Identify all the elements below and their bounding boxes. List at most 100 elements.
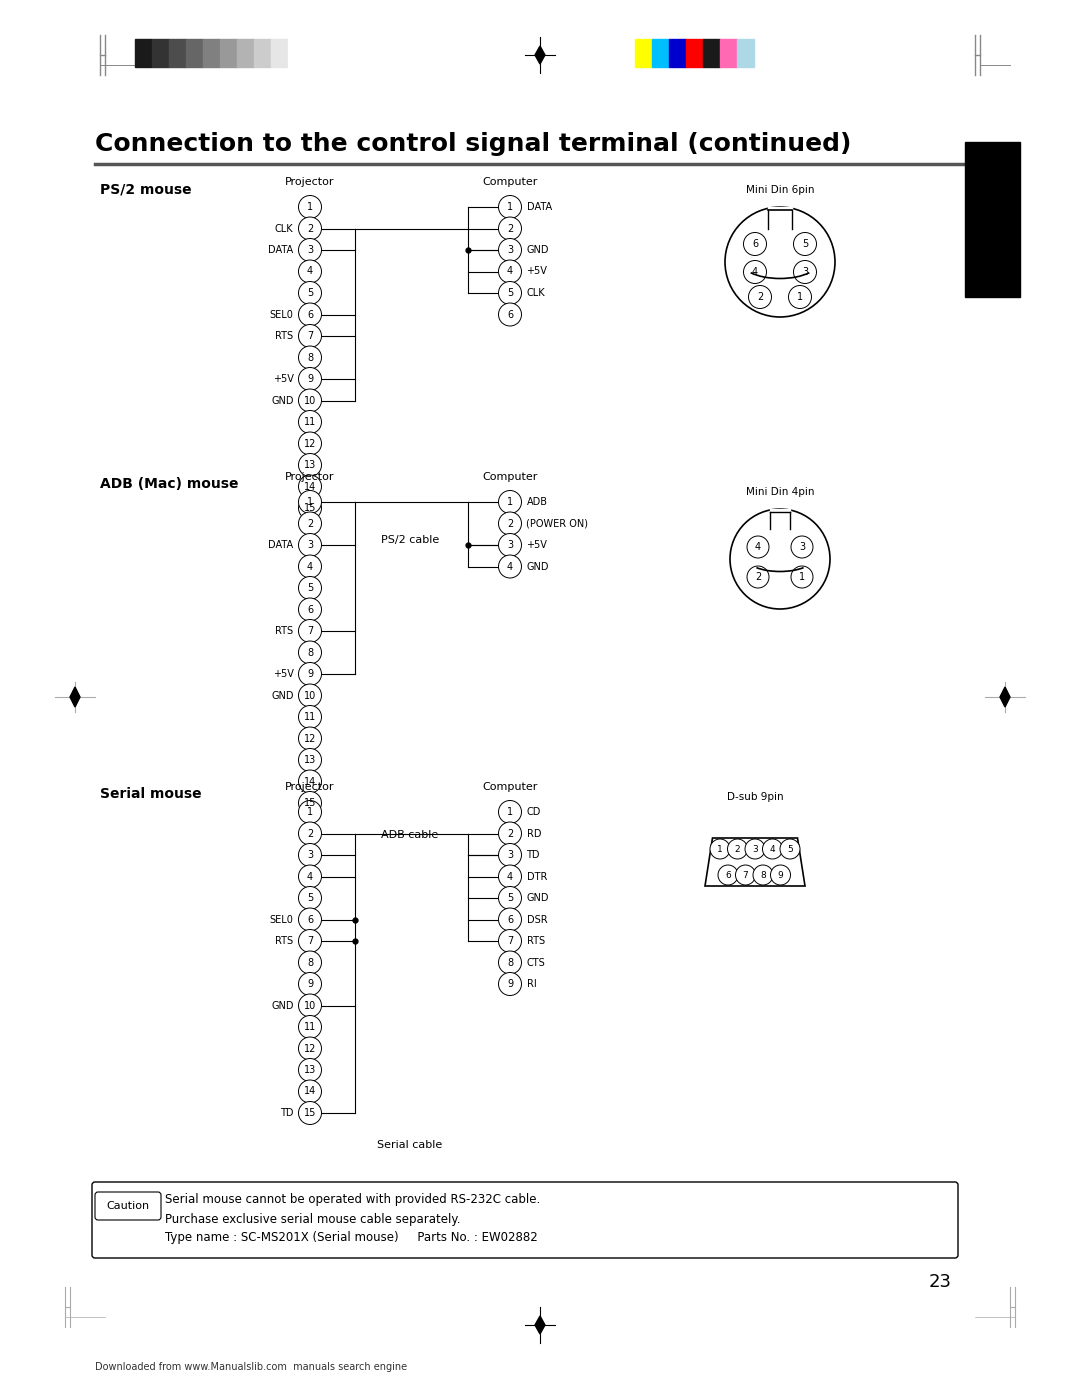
Circle shape bbox=[298, 1101, 322, 1125]
Circle shape bbox=[499, 303, 522, 326]
Text: 8: 8 bbox=[760, 870, 766, 880]
Text: CLK: CLK bbox=[275, 224, 294, 233]
Bar bbox=[703, 39, 720, 67]
Circle shape bbox=[298, 929, 322, 953]
Text: 5: 5 bbox=[507, 288, 513, 298]
Circle shape bbox=[499, 511, 522, 535]
Text: SEL0: SEL0 bbox=[270, 915, 294, 925]
Text: 3: 3 bbox=[507, 849, 513, 861]
Text: DATA: DATA bbox=[268, 244, 294, 256]
Text: Type name : SC-MS201X (Serial mouse)     Parts No. : EW02882: Type name : SC-MS201X (Serial mouse) Par… bbox=[165, 1231, 538, 1243]
Text: GND: GND bbox=[271, 395, 294, 405]
Circle shape bbox=[298, 792, 322, 814]
Circle shape bbox=[710, 840, 730, 859]
Circle shape bbox=[499, 555, 522, 578]
Circle shape bbox=[770, 865, 791, 886]
Text: 11: 11 bbox=[303, 712, 316, 722]
Text: Serial mouse cannot be operated with provided RS-232C cable.: Serial mouse cannot be operated with pro… bbox=[165, 1193, 540, 1207]
FancyBboxPatch shape bbox=[92, 1182, 958, 1259]
Bar bbox=[768, 207, 792, 229]
Text: 3: 3 bbox=[307, 244, 313, 256]
Text: 10: 10 bbox=[303, 690, 316, 700]
Bar bbox=[770, 509, 789, 529]
Text: CTS: CTS bbox=[527, 957, 545, 968]
Circle shape bbox=[728, 840, 747, 859]
Circle shape bbox=[499, 865, 522, 888]
Text: CD: CD bbox=[527, 807, 541, 817]
Text: ADB: ADB bbox=[527, 497, 548, 507]
Circle shape bbox=[298, 685, 322, 707]
Circle shape bbox=[745, 840, 765, 859]
Circle shape bbox=[298, 490, 322, 514]
Text: Projector: Projector bbox=[285, 177, 335, 187]
Circle shape bbox=[298, 1080, 322, 1104]
Text: 5: 5 bbox=[507, 893, 513, 902]
Circle shape bbox=[298, 995, 322, 1017]
Circle shape bbox=[788, 285, 811, 309]
Bar bbox=[669, 39, 686, 67]
Circle shape bbox=[743, 232, 767, 256]
Text: 14: 14 bbox=[303, 482, 316, 492]
Text: RTS: RTS bbox=[527, 936, 544, 946]
Text: DATA: DATA bbox=[527, 203, 552, 212]
Text: 3: 3 bbox=[507, 244, 513, 256]
Circle shape bbox=[298, 577, 322, 599]
Text: GND: GND bbox=[527, 893, 549, 902]
Text: 5: 5 bbox=[307, 583, 313, 592]
Text: DTR: DTR bbox=[527, 872, 546, 882]
Text: RI: RI bbox=[527, 979, 537, 989]
Text: DATA: DATA bbox=[268, 541, 294, 550]
Circle shape bbox=[499, 800, 522, 823]
Text: 4: 4 bbox=[752, 267, 758, 277]
Circle shape bbox=[298, 619, 322, 643]
Circle shape bbox=[762, 840, 783, 859]
Text: ADB (Mac) mouse: ADB (Mac) mouse bbox=[100, 476, 239, 490]
Text: +5V: +5V bbox=[272, 669, 294, 679]
Circle shape bbox=[298, 770, 322, 793]
Text: 4: 4 bbox=[307, 267, 313, 277]
Text: Purchase exclusive serial mouse cable separately.: Purchase exclusive serial mouse cable se… bbox=[165, 1213, 460, 1225]
Bar bbox=[770, 232, 789, 277]
Text: PS/2 cable: PS/2 cable bbox=[381, 535, 440, 545]
Bar bbox=[186, 39, 203, 67]
Text: 4: 4 bbox=[507, 872, 513, 882]
Text: 2: 2 bbox=[755, 571, 761, 583]
Text: Computer: Computer bbox=[483, 177, 538, 187]
Circle shape bbox=[499, 260, 522, 284]
Text: 2: 2 bbox=[757, 292, 764, 302]
Circle shape bbox=[298, 1037, 322, 1060]
Circle shape bbox=[753, 865, 773, 886]
Text: Projector: Projector bbox=[285, 472, 335, 482]
Text: 8: 8 bbox=[307, 647, 313, 658]
Text: 1: 1 bbox=[507, 497, 513, 507]
Text: Caution: Caution bbox=[107, 1201, 149, 1211]
Text: 2: 2 bbox=[307, 518, 313, 528]
Bar bbox=[220, 39, 237, 67]
Text: 11: 11 bbox=[303, 1023, 316, 1032]
Circle shape bbox=[298, 346, 322, 369]
Text: 2: 2 bbox=[507, 828, 513, 838]
Circle shape bbox=[298, 1059, 322, 1081]
Text: 2: 2 bbox=[507, 518, 513, 528]
Text: 1: 1 bbox=[507, 203, 513, 212]
Circle shape bbox=[298, 367, 322, 391]
Text: 23: 23 bbox=[929, 1273, 951, 1291]
Circle shape bbox=[298, 324, 322, 348]
Text: RTS: RTS bbox=[275, 626, 294, 636]
Text: 13: 13 bbox=[303, 1065, 316, 1076]
Circle shape bbox=[298, 705, 322, 728]
Text: 2: 2 bbox=[734, 845, 740, 854]
Circle shape bbox=[791, 566, 813, 588]
Bar bbox=[254, 39, 271, 67]
Bar bbox=[288, 39, 305, 67]
Text: 4: 4 bbox=[307, 562, 313, 571]
Text: 1: 1 bbox=[307, 807, 313, 817]
Circle shape bbox=[499, 534, 522, 556]
Text: 4: 4 bbox=[755, 542, 761, 552]
Text: DSR: DSR bbox=[527, 915, 548, 925]
Bar bbox=[237, 39, 254, 67]
Bar bbox=[966, 142, 1020, 298]
Circle shape bbox=[298, 800, 322, 823]
Bar bbox=[152, 39, 168, 67]
Text: Serial mouse: Serial mouse bbox=[100, 787, 202, 800]
